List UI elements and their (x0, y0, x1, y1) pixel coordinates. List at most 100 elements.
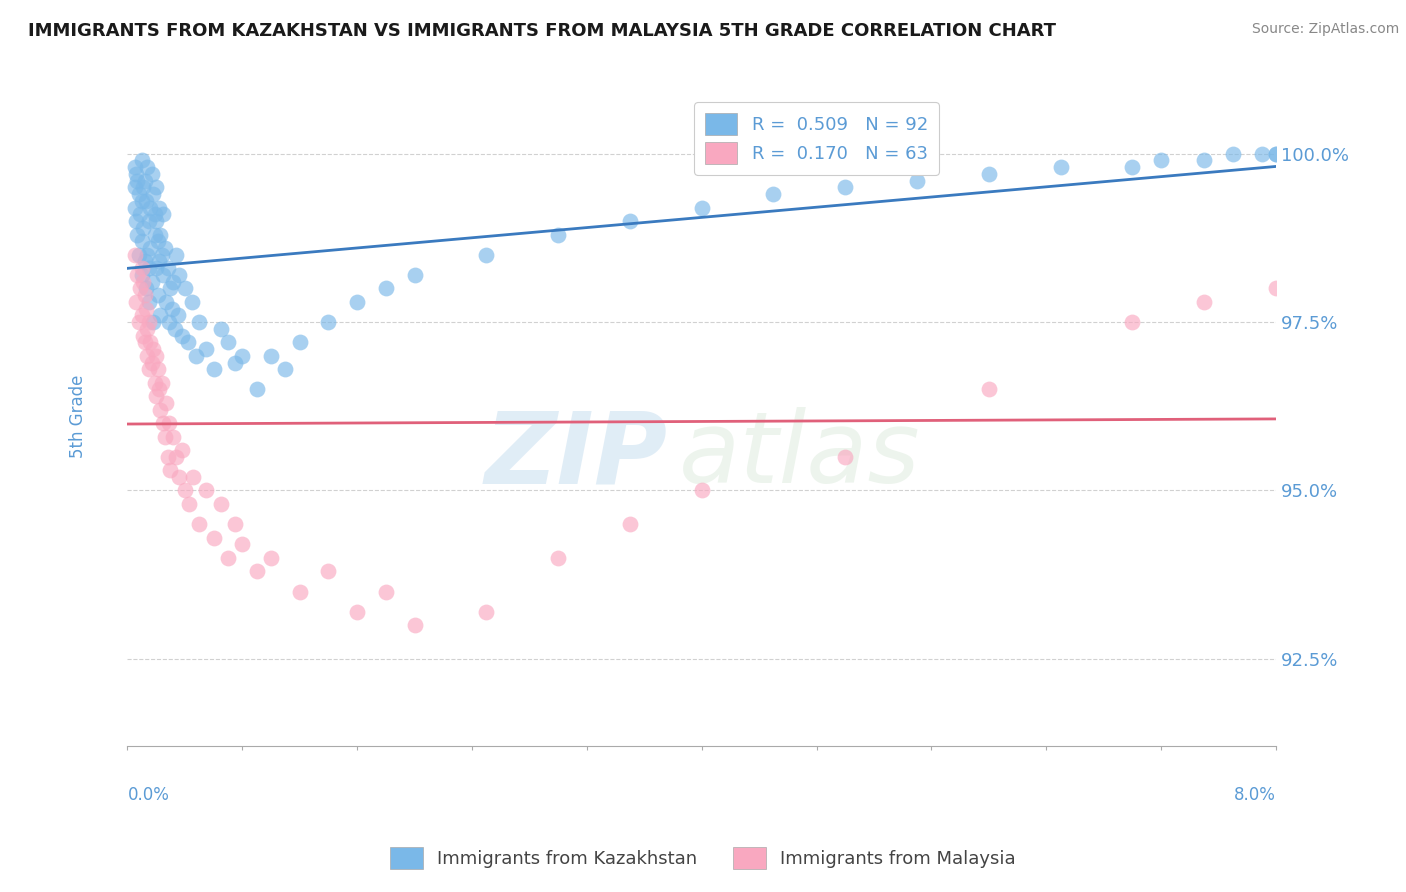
Point (125, 167, 148, 181)
Point (173, 483, 195, 498)
Text: 8.0%: 8.0% (1234, 786, 1277, 804)
Point (141, 167, 163, 181)
Point (475, 248, 498, 262)
Point (142, 342, 165, 356)
Point (165, 450, 187, 464)
Point (150, 376, 173, 390)
Point (136, 322, 159, 336)
Point (318, 564, 340, 578)
Point (762, 187, 785, 202)
Point (134, 288, 156, 302)
Point (142, 187, 165, 202)
Point (132, 275, 155, 289)
Point (146, 288, 169, 302)
Point (153, 241, 176, 255)
Point (127, 174, 149, 188)
Point (143, 227, 166, 242)
Point (136, 160, 159, 174)
Point (128, 315, 150, 329)
Point (1265, 281, 1288, 295)
Point (131, 234, 153, 248)
Point (127, 268, 149, 282)
Legend: Immigrants from Kazakhstan, Immigrants from Malaysia: Immigrants from Kazakhstan, Immigrants f… (381, 838, 1025, 879)
Point (209, 322, 232, 336)
Point (148, 254, 170, 268)
Point (157, 416, 180, 430)
Point (155, 294, 177, 309)
Point (690, 483, 713, 498)
Point (905, 174, 928, 188)
Point (132, 328, 155, 343)
Point (155, 396, 177, 410)
Point (224, 517, 246, 532)
Point (217, 550, 239, 565)
Point (134, 174, 156, 188)
Point (141, 275, 163, 289)
Point (162, 429, 184, 443)
Point (834, 450, 856, 464)
Point (977, 167, 1000, 181)
Point (131, 309, 153, 323)
Point (124, 160, 146, 174)
Point (134, 335, 156, 350)
Point (1337, 301, 1360, 316)
Point (404, 268, 426, 282)
Point (176, 335, 198, 350)
Point (162, 275, 184, 289)
Point (374, 281, 396, 295)
Point (157, 315, 180, 329)
Point (146, 234, 169, 248)
Point (1121, 160, 1143, 174)
Point (145, 349, 167, 363)
Point (404, 618, 426, 632)
Point (346, 294, 368, 309)
Point (160, 301, 183, 316)
Point (153, 429, 176, 443)
Point (135, 194, 157, 208)
Point (139, 335, 162, 350)
Text: 5th Grade: 5th Grade (69, 375, 87, 458)
Point (124, 201, 146, 215)
Point (142, 315, 165, 329)
Point (165, 248, 187, 262)
Point (1192, 153, 1215, 168)
Point (547, 550, 569, 565)
Point (224, 355, 246, 369)
Point (260, 349, 283, 363)
Point (136, 349, 159, 363)
Point (128, 248, 150, 262)
Point (217, 335, 239, 350)
Point (245, 383, 267, 397)
Text: atlas: atlas (679, 408, 921, 505)
Point (209, 497, 232, 511)
Point (131, 261, 153, 276)
Point (152, 268, 174, 282)
Point (1049, 160, 1071, 174)
Point (129, 207, 152, 221)
Point (690, 201, 713, 215)
Point (139, 201, 162, 215)
Point (146, 362, 169, 376)
Point (124, 180, 146, 194)
Point (152, 207, 174, 221)
Point (245, 564, 267, 578)
Point (1150, 153, 1173, 168)
Point (195, 483, 218, 498)
Point (159, 463, 181, 477)
Point (834, 180, 856, 194)
Point (374, 584, 396, 599)
Point (131, 153, 153, 168)
Point (145, 180, 167, 194)
Point (179, 497, 201, 511)
Point (138, 362, 160, 376)
Point (149, 402, 172, 417)
Point (148, 201, 170, 215)
Point (260, 550, 283, 565)
Point (148, 383, 170, 397)
Point (183, 470, 205, 484)
Point (977, 383, 1000, 397)
Point (1265, 146, 1288, 161)
Point (156, 261, 179, 276)
Point (150, 248, 173, 262)
Point (139, 241, 162, 255)
